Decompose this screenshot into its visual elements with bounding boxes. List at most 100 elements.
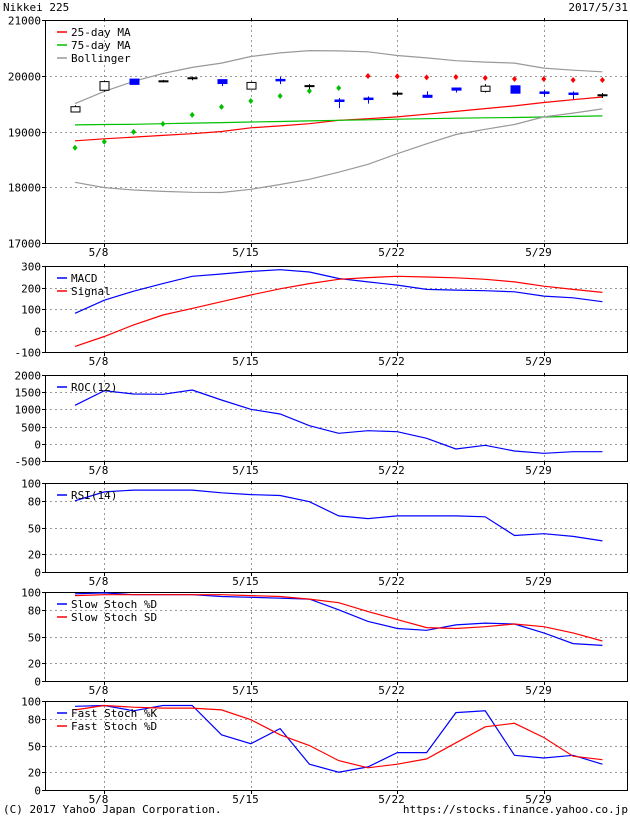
plot-frame bbox=[45, 592, 628, 682]
series-line-fast-stoch-k bbox=[74, 704, 603, 773]
candle-body bbox=[510, 85, 521, 94]
y-tick-label: 80 bbox=[28, 714, 41, 727]
marker-point bbox=[394, 73, 400, 80]
y-tick-label: 100 bbox=[21, 696, 41, 709]
marker-point bbox=[72, 144, 78, 151]
legend-label: 25-day MA bbox=[71, 26, 131, 39]
y-tick-label: 0 bbox=[34, 326, 41, 339]
y-tick-label: 0 bbox=[34, 676, 41, 689]
candle-body bbox=[246, 81, 257, 90]
x-tick-label: 5/29 bbox=[525, 464, 552, 477]
series-line-25-day-ma bbox=[74, 96, 603, 142]
series-line-bollinger bbox=[74, 49, 603, 105]
series-line-signal bbox=[74, 275, 603, 347]
y-tick-label: 1500 bbox=[15, 387, 42, 400]
x-tick-label: 5/8 bbox=[89, 246, 109, 259]
y-tick-label: 21000 bbox=[8, 15, 41, 28]
candle-body bbox=[275, 78, 286, 82]
y-tick-label: 50 bbox=[28, 741, 41, 754]
x-tick-label: 5/8 bbox=[89, 684, 109, 697]
series-line-slow-stoch-sd bbox=[74, 594, 603, 642]
legend-label: 75-day MA bbox=[71, 39, 131, 52]
candle-body bbox=[304, 85, 315, 88]
y-tick-label: 20 bbox=[28, 549, 41, 562]
series-line-rsi-14- bbox=[74, 489, 603, 542]
candle-body bbox=[99, 81, 110, 91]
x-tick-label: 5/22 bbox=[378, 575, 405, 588]
x-tick-label: 5/8 bbox=[89, 793, 109, 806]
marker-point bbox=[482, 74, 488, 81]
legend-label: MACD bbox=[71, 272, 98, 285]
y-tick-label: 2000 bbox=[15, 370, 42, 383]
candle-body bbox=[422, 94, 433, 98]
source-url[interactable]: https://stocks.finance.yahoo.co.jp bbox=[402, 803, 628, 816]
marker-point bbox=[453, 74, 459, 81]
plot-frame bbox=[45, 266, 628, 353]
marker-point bbox=[336, 85, 342, 92]
candle-body bbox=[187, 77, 198, 80]
y-tick-label: 20 bbox=[28, 767, 41, 780]
y-tick-label: 0 bbox=[34, 567, 41, 580]
chart-title: Nikkei 225 bbox=[3, 1, 70, 14]
panel-4: 0 20 50 80 100 5/8 5/15 5/22 5/29 Slow Stoch %DSl… bbox=[21, 587, 628, 697]
y-tick-label: 80 bbox=[28, 496, 41, 509]
series-line-band bbox=[74, 108, 603, 194]
x-tick-label: 5/15 bbox=[232, 464, 259, 477]
candle-body bbox=[480, 85, 491, 92]
panel-2: -500 0 500 1000 1500 2000 5/8 5/15 5/22 5/29 ROC(1… bbox=[15, 370, 628, 477]
marker-point bbox=[424, 74, 430, 81]
candle-body bbox=[129, 78, 140, 85]
y-tick-label: 100 bbox=[21, 478, 41, 491]
marker-point bbox=[365, 73, 371, 80]
x-tick-label: 5/22 bbox=[378, 355, 405, 368]
panel-3: 0 20 50 80 100 5/8 5/15 5/22 5/29 RSI(14) bbox=[21, 478, 628, 588]
y-tick-label: 0 bbox=[34, 785, 41, 798]
x-tick-label: 5/29 bbox=[525, 246, 552, 259]
y-tick-label: 500 bbox=[21, 422, 41, 435]
x-tick-label: 5/15 bbox=[232, 793, 259, 806]
y-tick-label: 18000 bbox=[8, 182, 41, 195]
x-tick-label: 5/22 bbox=[378, 246, 405, 259]
legend-label: Signal bbox=[71, 285, 111, 298]
chart-date: 2017/5/31 bbox=[568, 1, 628, 14]
panel-0: 17000 18000 19000 20000 21000 5/8 5/15 5/22 5/29… bbox=[8, 15, 628, 259]
y-tick-label: 50 bbox=[28, 523, 41, 536]
legend-label: Slow Stoch %D bbox=[71, 598, 157, 611]
marker-point bbox=[189, 111, 195, 118]
marker-point bbox=[570, 77, 576, 84]
candle-body bbox=[539, 91, 550, 94]
x-tick-label: 5/29 bbox=[525, 793, 552, 806]
plot-frame bbox=[45, 483, 628, 573]
x-tick-label: 5/22 bbox=[378, 464, 405, 477]
candle-body bbox=[568, 92, 579, 96]
marker-point bbox=[131, 128, 137, 135]
marker-point bbox=[512, 76, 517, 83]
candle-body bbox=[363, 97, 374, 101]
y-tick-label: 50 bbox=[28, 632, 41, 645]
y-tick-label: 20000 bbox=[8, 71, 41, 84]
x-tick-label: 5/22 bbox=[378, 684, 405, 697]
y-tick-label: -500 bbox=[15, 456, 42, 469]
y-tick-label: 100 bbox=[21, 587, 41, 600]
legend-label: Bollinger bbox=[71, 52, 131, 65]
x-tick-label: 5/29 bbox=[525, 684, 552, 697]
y-tick-label: 300 bbox=[21, 261, 41, 274]
y-tick-label: 100 bbox=[21, 304, 41, 317]
x-tick-label: 5/15 bbox=[232, 246, 259, 259]
x-tick-label: 5/22 bbox=[378, 793, 405, 806]
y-tick-label: 19000 bbox=[8, 127, 41, 140]
marker-point bbox=[277, 92, 283, 99]
marker-point bbox=[541, 76, 547, 83]
plot-frame bbox=[45, 375, 628, 462]
candle-body bbox=[451, 87, 462, 91]
y-tick-label: 0 bbox=[34, 439, 41, 452]
marker-point bbox=[101, 138, 107, 145]
plot-frame bbox=[45, 20, 628, 244]
y-tick-label: 20 bbox=[28, 658, 41, 671]
x-tick-label: 5/8 bbox=[89, 464, 109, 477]
series-line-fast-stoch-d bbox=[74, 704, 603, 769]
x-tick-label: 5/15 bbox=[232, 575, 259, 588]
